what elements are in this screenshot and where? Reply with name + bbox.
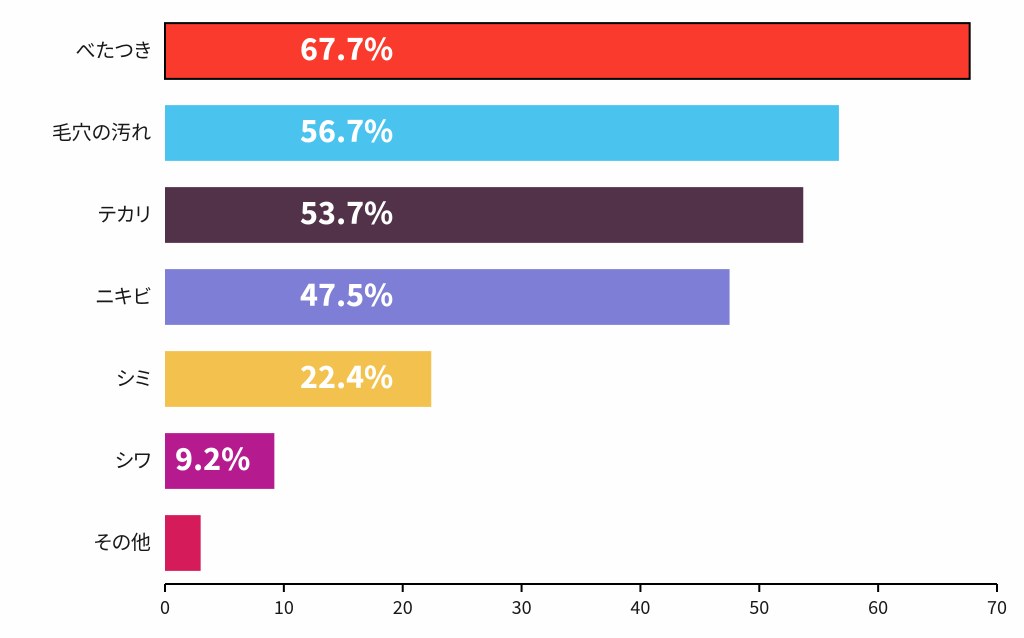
category-label: ニキビ: [95, 280, 151, 309]
bar: [165, 269, 730, 325]
x-tick-label: 30: [512, 594, 532, 620]
x-tick-label: 70: [987, 594, 1007, 620]
bar: [165, 515, 201, 571]
x-tick-label: 40: [630, 594, 650, 620]
chart-container: べたつき毛穴の汚れテカリニキビシミシワその他 0 10 20 30 40 50 60 70 6…: [0, 0, 1024, 633]
bar-value-label: 22.4%: [300, 353, 393, 397]
bar-value-label: 56.7%: [300, 107, 393, 151]
category-label: シミ: [116, 362, 151, 391]
bar: [165, 23, 970, 79]
x-tick-label: 10: [274, 594, 294, 620]
category-label: べたつき: [75, 34, 151, 63]
bars-group: [165, 23, 970, 571]
category-labels: べたつき毛穴の汚れテカリニキビシミシワその他: [52, 34, 151, 555]
x-tick-label: 20: [393, 594, 413, 620]
category-label: 毛穴の汚れ: [52, 116, 151, 145]
category-label: その他: [94, 526, 151, 555]
category-label: シワ: [115, 444, 151, 473]
bar-value-labels: 67.7% 56.7% 53.7% 47.5% 22.4% 9.2%: [175, 25, 393, 479]
x-tick-label: 0: [160, 594, 170, 620]
horizontal-bar-chart: べたつき毛穴の汚れテカリニキビシミシワその他 0 10 20 30 40 50 60 70 6…: [0, 0, 1024, 633]
x-tick-label: 50: [749, 594, 769, 620]
bar: [165, 187, 803, 243]
bar-value-label: 53.7%: [300, 189, 393, 233]
x-axis: 0 10 20 30 40 50 60 70: [160, 584, 1007, 620]
bar-value-label: 47.5%: [300, 271, 393, 315]
x-tick-label: 60: [868, 594, 888, 620]
category-label: テカリ: [98, 198, 151, 227]
bar-value-label: 67.7%: [300, 25, 393, 69]
bar-value-label: 9.2%: [175, 435, 250, 479]
bar: [165, 105, 839, 161]
